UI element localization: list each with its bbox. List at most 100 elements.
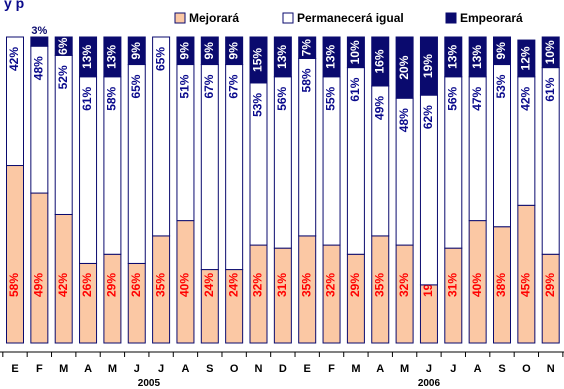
data-label-2-1: 3% [31, 25, 47, 37]
x-tick-label: J [450, 363, 456, 375]
data-label-0-19: 40% [470, 273, 484, 297]
x-tick-label: A [84, 363, 92, 375]
legend-label-1: Permanecerá igual [297, 11, 404, 25]
data-label-2-14: 10% [348, 40, 362, 64]
data-label-2-9: 9% [226, 42, 240, 60]
data-label-1-2: 52% [56, 65, 70, 89]
data-label-0-6: 35% [153, 273, 167, 297]
bar-2-7 [176, 36, 195, 66]
bar-2-3 [79, 36, 98, 78]
data-label-1-10: 53% [251, 93, 265, 117]
bar-1-6 [152, 36, 171, 237]
bar-2-21 [517, 39, 536, 78]
data-label-1-13: 55% [324, 86, 338, 110]
data-label-0-3: 26% [80, 273, 94, 297]
data-label-2-21: 12% [519, 46, 533, 70]
x-tick-label: O [230, 363, 239, 375]
data-label-2-17: 19% [421, 54, 435, 78]
bar-2-2 [54, 36, 73, 56]
x-tick-label: A [376, 363, 384, 375]
year-label-0: 2005 [138, 378, 161, 389]
data-label-0-0: 58% [7, 273, 21, 297]
bar-2-18 [444, 36, 463, 78]
data-label-1-4: 58% [105, 86, 119, 110]
data-label-2-15: 16% [372, 49, 386, 73]
data-label-2-5: 9% [129, 42, 143, 60]
x-tick-label: J [134, 363, 140, 375]
bar-2-16 [395, 36, 414, 99]
data-label-2-19: 13% [470, 45, 484, 69]
data-label-2-4: 13% [105, 45, 119, 69]
bar-2-22 [541, 36, 560, 69]
data-label-1-7: 51% [178, 74, 192, 98]
x-tick-label: E [11, 363, 18, 375]
x-tick-label: M [400, 363, 409, 375]
bar-2-10 [249, 36, 268, 84]
x-tick-label: F [328, 363, 335, 375]
data-label-2-10: 15% [251, 48, 265, 72]
bar-2-13 [322, 36, 341, 78]
x-tick-label: N [255, 363, 263, 375]
bar-0-0 [6, 165, 24, 344]
x-tick-label: F [36, 363, 43, 375]
data-label-0-18: 31% [445, 273, 459, 297]
legend: Mejorará Permanecerá igual Empeorará [174, 11, 523, 25]
x-tick-label: S [206, 363, 213, 375]
bar-2-8 [200, 36, 219, 66]
data-label-2-16: 20% [397, 55, 411, 79]
data-label-1-5: 65% [129, 74, 143, 98]
data-label-1-20: 53% [494, 74, 508, 98]
data-label-2-7: 9% [178, 42, 192, 60]
bar-2-19 [468, 36, 487, 78]
data-label-1-9: 67% [226, 74, 240, 98]
data-label-0-16: 32% [397, 273, 411, 297]
data-label-1-15: 49% [372, 96, 386, 120]
data-label-2-18: 13% [445, 45, 459, 69]
data-label-1-12: 58% [299, 68, 313, 92]
data-label-0-2: 42% [56, 273, 70, 297]
data-label-0-14: 29% [348, 273, 362, 297]
bar-2-14 [346, 36, 365, 69]
x-tick-label: M [108, 363, 117, 375]
x-tick-label: M [59, 363, 68, 375]
data-label-1-22: 61% [543, 77, 557, 101]
data-label-2-13: 13% [324, 45, 338, 69]
data-label-1-8: 67% [202, 74, 216, 98]
bar-2-5 [127, 36, 146, 66]
bar-0-4 [103, 253, 122, 344]
bar-2-17 [419, 36, 438, 96]
data-label-1-16: 48% [397, 108, 411, 132]
year-label-1: 2006 [418, 378, 441, 389]
bar-2-11 [273, 36, 292, 78]
data-label-0-11: 31% [275, 273, 289, 297]
data-label-1-3: 61% [80, 86, 94, 110]
data-label-2-3: 13% [80, 45, 94, 69]
data-label-0-5: 26% [129, 273, 143, 297]
x-tick-label: D [279, 363, 287, 375]
data-label-1-6: 65% [153, 47, 167, 71]
bar-2-1 [30, 36, 49, 47]
data-label-0-20: 38% [494, 273, 508, 297]
x-tick-label: N [547, 363, 555, 375]
x-tick-label: J [426, 363, 432, 375]
legend-swatch-2 [445, 12, 457, 24]
x-axis: E F M A M J J A S O N D E F M A M J J A S O N 2005 2006 [0, 351, 564, 389]
bar-2-20 [493, 36, 511, 66]
data-label-0-9: 24% [226, 273, 240, 297]
data-label-1-21: 42% [519, 86, 533, 110]
data-label-1-0: 42% [7, 47, 21, 71]
data-label-0-10: 32% [251, 273, 265, 297]
data-label-0-15: 35% [372, 273, 386, 297]
legend-swatch-1 [282, 12, 294, 24]
data-label-0-4: 29% [105, 273, 119, 297]
bar-2-15 [371, 36, 390, 87]
legend-label-0: Mejorará [189, 11, 239, 25]
bar-0-22 [541, 253, 560, 344]
legend-swatch-0 [174, 12, 186, 24]
bar-2-4 [103, 36, 122, 78]
data-label-2-11: 13% [275, 45, 289, 69]
bar-0-14 [346, 253, 365, 344]
data-label-1-18: 56% [445, 86, 459, 110]
x-tick-label: S [498, 363, 505, 375]
